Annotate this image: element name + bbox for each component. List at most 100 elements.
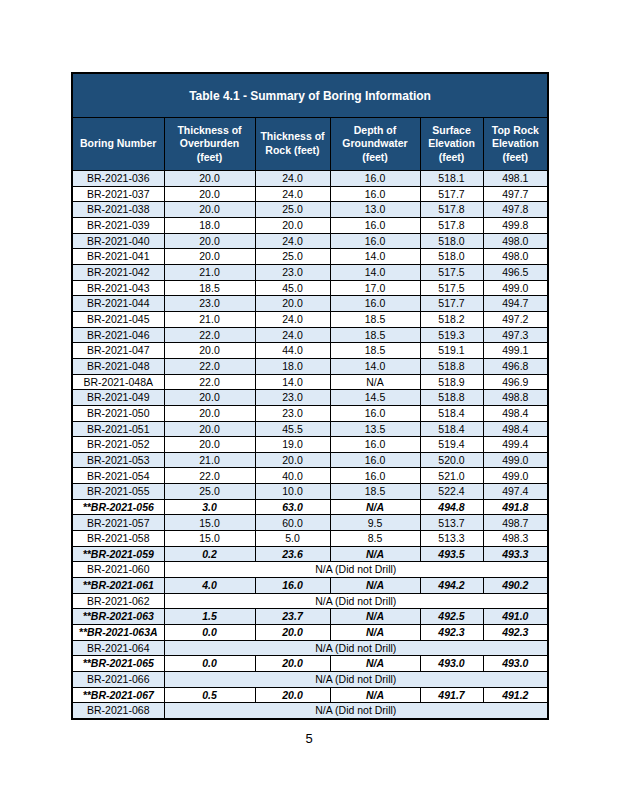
groundwater-depth-cell: N/A bbox=[330, 374, 420, 390]
surface-elevation-cell: 520.0 bbox=[420, 452, 483, 468]
top-rock-elevation-cell: 499.4 bbox=[483, 437, 548, 453]
surface-elevation-cell: 519.4 bbox=[420, 437, 483, 453]
groundwater-depth-cell: 18.5 bbox=[330, 484, 420, 500]
table-row: **BR-2021-0670.520.0N/A491.7491.2 bbox=[72, 687, 548, 703]
overburden-thickness-cell: 20.0 bbox=[164, 249, 255, 265]
column-header-groundwater-depth: Depth of Groundwater (feet) bbox=[330, 118, 420, 171]
rock-thickness-cell: 24.0 bbox=[255, 327, 330, 343]
boring-number-cell: BR-2021-048A bbox=[72, 374, 164, 390]
overburden-thickness-cell: 1.5 bbox=[164, 609, 255, 625]
merged-na-cell: N/A (Did not Drill) bbox=[164, 640, 548, 656]
groundwater-depth-cell: 16.0 bbox=[330, 171, 420, 187]
groundwater-depth-cell: N/A bbox=[330, 687, 420, 703]
top-rock-elevation-cell: 497.7 bbox=[483, 186, 548, 202]
groundwater-depth-cell: 16.0 bbox=[330, 186, 420, 202]
top-rock-elevation-cell: 498.4 bbox=[483, 405, 548, 421]
table-row: BR-2021-048A22.014.0N/A518.9496.9 bbox=[72, 374, 548, 390]
top-rock-elevation-cell: 498.0 bbox=[483, 233, 548, 249]
top-rock-elevation-cell: 498.8 bbox=[483, 390, 548, 406]
surface-elevation-cell: 521.0 bbox=[420, 468, 483, 484]
boring-number-cell: BR-2021-066 bbox=[72, 672, 164, 688]
overburden-thickness-cell: 18.0 bbox=[164, 217, 255, 233]
top-rock-elevation-cell: 491.2 bbox=[483, 687, 548, 703]
rock-thickness-cell: 45.0 bbox=[255, 280, 330, 296]
top-rock-elevation-cell: 498.0 bbox=[483, 249, 548, 265]
groundwater-depth-cell: 17.0 bbox=[330, 280, 420, 296]
table-row: **BR-2021-0563.063.0N/A494.8491.8 bbox=[72, 499, 548, 515]
surface-elevation-cell: 518.2 bbox=[420, 311, 483, 327]
groundwater-depth-cell: 16.0 bbox=[330, 296, 420, 312]
merged-na-cell: N/A (Did not Drill) bbox=[164, 562, 548, 578]
table-row: BR-2021-05220.019.016.0519.4499.4 bbox=[72, 437, 548, 453]
overburden-thickness-cell: 21.0 bbox=[164, 311, 255, 327]
surface-elevation-cell: 517.7 bbox=[420, 296, 483, 312]
surface-elevation-cell: 518.1 bbox=[420, 171, 483, 187]
groundwater-depth-cell: 13.0 bbox=[330, 202, 420, 218]
overburden-thickness-cell: 0.0 bbox=[164, 656, 255, 672]
rock-thickness-cell: 20.0 bbox=[255, 656, 330, 672]
boring-number-cell: BR-2021-036 bbox=[72, 171, 164, 187]
surface-elevation-cell: 493.0 bbox=[420, 656, 483, 672]
groundwater-depth-cell: N/A bbox=[330, 546, 420, 562]
boring-number-cell: BR-2021-050 bbox=[72, 405, 164, 421]
overburden-thickness-cell: 4.0 bbox=[164, 578, 255, 594]
boring-number-cell: **BR-2021-063 bbox=[72, 609, 164, 625]
top-rock-elevation-cell: 499.0 bbox=[483, 452, 548, 468]
groundwater-depth-cell: 14.0 bbox=[330, 358, 420, 374]
rock-thickness-cell: 63.0 bbox=[255, 499, 330, 515]
top-rock-elevation-cell: 497.3 bbox=[483, 327, 548, 343]
top-rock-elevation-cell: 499.1 bbox=[483, 343, 548, 359]
boring-number-cell: BR-2021-045 bbox=[72, 311, 164, 327]
merged-na-cell: N/A (Did not Drill) bbox=[164, 672, 548, 688]
rock-thickness-cell: 24.0 bbox=[255, 233, 330, 249]
groundwater-depth-cell: 16.0 bbox=[330, 217, 420, 233]
boring-number-cell: BR-2021-058 bbox=[72, 531, 164, 547]
top-rock-elevation-cell: 497.8 bbox=[483, 202, 548, 218]
table-body: BR-2021-03620.024.016.0518.1498.1BR-2021… bbox=[72, 171, 548, 719]
boring-number-cell: **BR-2021-063A bbox=[72, 625, 164, 641]
boring-number-cell: BR-2021-042 bbox=[72, 264, 164, 280]
rock-thickness-cell: 23.6 bbox=[255, 546, 330, 562]
rock-thickness-cell: 10.0 bbox=[255, 484, 330, 500]
table-row: BR-2021-03720.024.016.0517.7497.7 bbox=[72, 186, 548, 202]
groundwater-depth-cell: 8.5 bbox=[330, 531, 420, 547]
rock-thickness-cell: 23.0 bbox=[255, 405, 330, 421]
table-row: **BR-2021-0614.016.0N/A494.2490.2 bbox=[72, 578, 548, 594]
groundwater-depth-cell: 16.0 bbox=[330, 468, 420, 484]
top-rock-elevation-cell: 496.9 bbox=[483, 374, 548, 390]
rock-thickness-cell: 16.0 bbox=[255, 578, 330, 594]
table-row: BR-2021-062N/A (Did not Drill) bbox=[72, 593, 548, 609]
overburden-thickness-cell: 21.0 bbox=[164, 264, 255, 280]
overburden-thickness-cell: 3.0 bbox=[164, 499, 255, 515]
overburden-thickness-cell: 18.5 bbox=[164, 280, 255, 296]
boring-number-cell: **BR-2021-067 bbox=[72, 687, 164, 703]
surface-elevation-cell: 492.5 bbox=[420, 609, 483, 625]
top-rock-elevation-cell: 499.0 bbox=[483, 280, 548, 296]
groundwater-depth-cell: N/A bbox=[330, 609, 420, 625]
table-row: BR-2021-05715.060.09.5513.7498.7 bbox=[72, 515, 548, 531]
column-header-rock-thickness: Thickness of Rock (feet) bbox=[255, 118, 330, 171]
rock-thickness-cell: 18.0 bbox=[255, 358, 330, 374]
top-rock-elevation-cell: 494.7 bbox=[483, 296, 548, 312]
merged-na-cell: N/A (Did not Drill) bbox=[164, 703, 548, 719]
rock-thickness-cell: 20.0 bbox=[255, 625, 330, 641]
overburden-thickness-cell: 20.0 bbox=[164, 233, 255, 249]
boring-number-cell: BR-2021-046 bbox=[72, 327, 164, 343]
rock-thickness-cell: 45.5 bbox=[255, 421, 330, 437]
table-row: BR-2021-03918.020.016.0517.8499.8 bbox=[72, 217, 548, 233]
rock-thickness-cell: 24.0 bbox=[255, 311, 330, 327]
overburden-thickness-cell: 22.0 bbox=[164, 327, 255, 343]
surface-elevation-cell: 513.7 bbox=[420, 515, 483, 531]
top-rock-elevation-cell: 492.3 bbox=[483, 625, 548, 641]
surface-elevation-cell: 518.0 bbox=[420, 233, 483, 249]
boring-number-cell: BR-2021-053 bbox=[72, 452, 164, 468]
table-row: BR-2021-04622.024.018.5519.3497.3 bbox=[72, 327, 548, 343]
groundwater-depth-cell: 16.0 bbox=[330, 405, 420, 421]
overburden-thickness-cell: 23.0 bbox=[164, 296, 255, 312]
boring-number-cell: BR-2021-055 bbox=[72, 484, 164, 500]
overburden-thickness-cell: 21.0 bbox=[164, 452, 255, 468]
table-row: BR-2021-04720.044.018.5519.1499.1 bbox=[72, 343, 548, 359]
overburden-thickness-cell: 15.0 bbox=[164, 531, 255, 547]
table-row: BR-2021-03620.024.016.0518.1498.1 bbox=[72, 171, 548, 187]
surface-elevation-cell: 517.5 bbox=[420, 280, 483, 296]
